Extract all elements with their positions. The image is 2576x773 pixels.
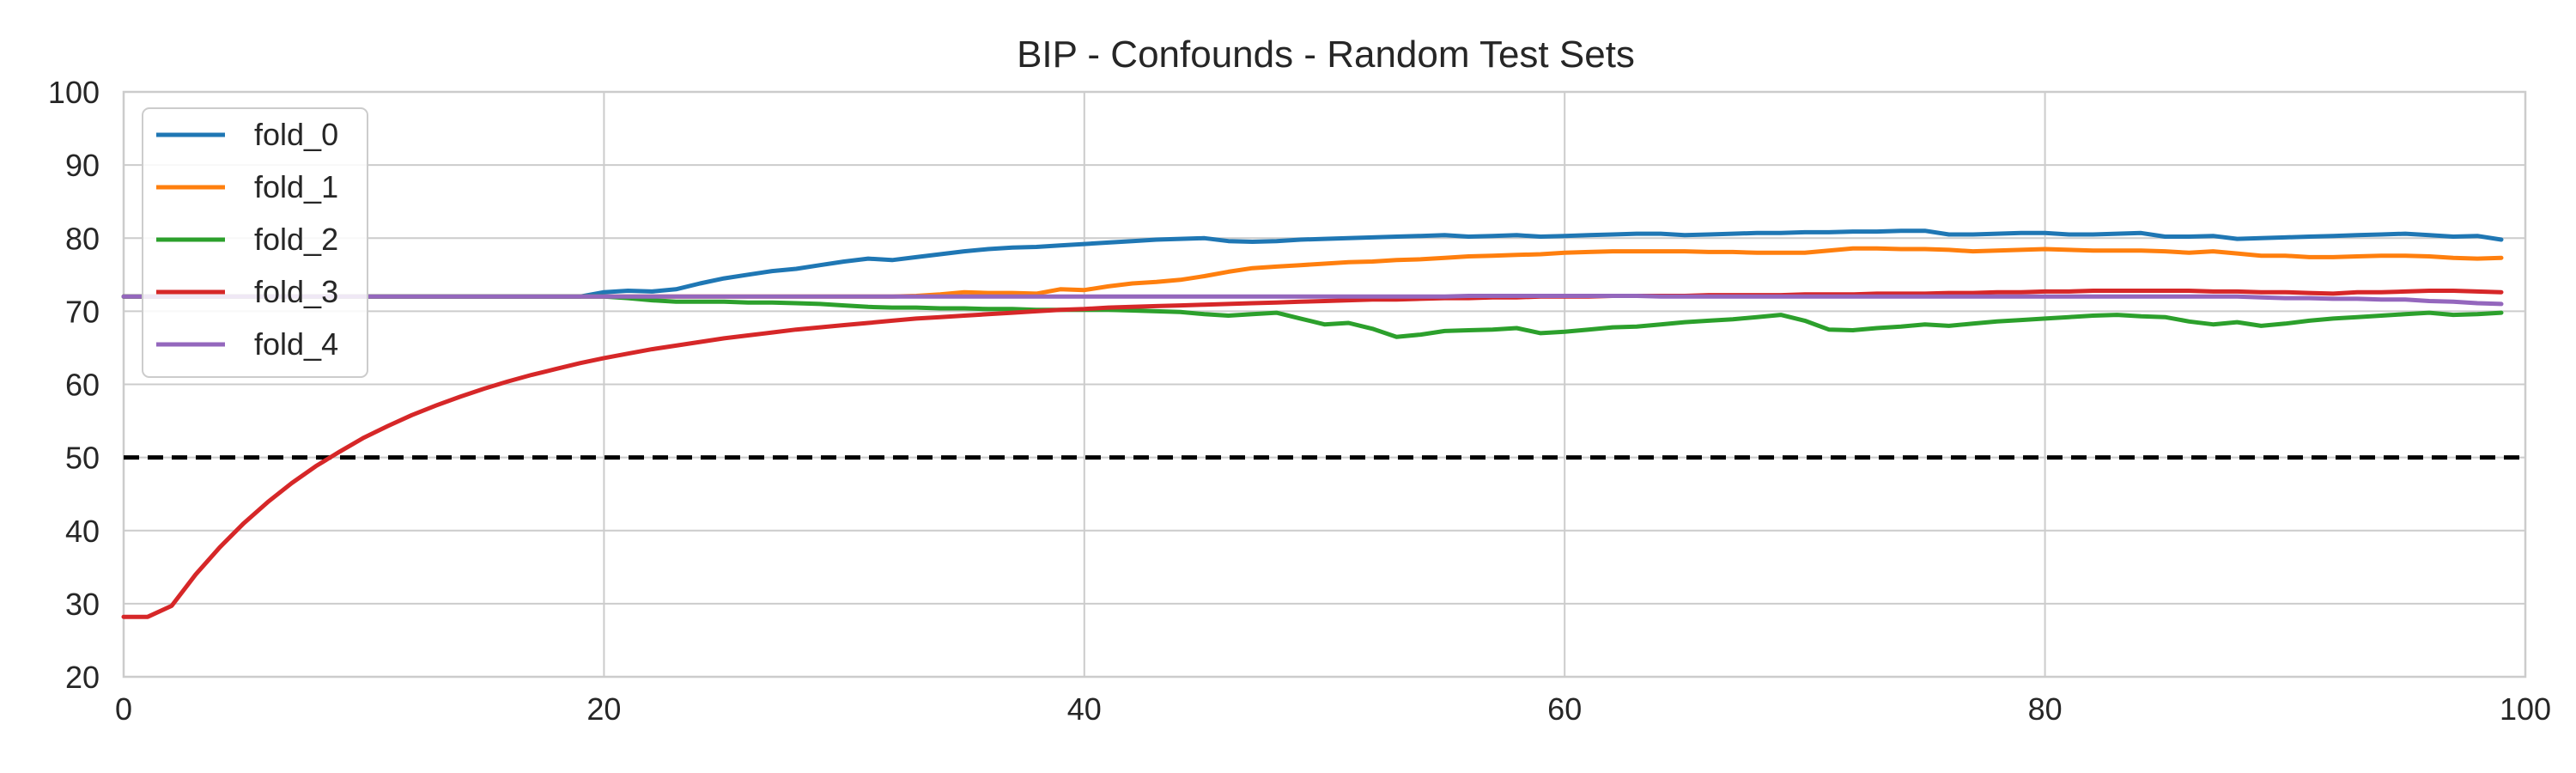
series-line-fold-3 bbox=[121, 289, 2504, 619]
chart-title: BIP - Confounds - Random Test Sets bbox=[1017, 33, 1635, 76]
plot-frame bbox=[122, 90, 2527, 679]
legend: fold_0 fold_1 fold_2 fold_3 fold_4 bbox=[142, 107, 368, 378]
x-tick-label: 100 bbox=[2500, 691, 2551, 727]
y-tick-label: 70 bbox=[65, 294, 100, 329]
legend-label-fold-0: fold_0 bbox=[254, 117, 338, 152]
y-tick-label: 100 bbox=[48, 75, 100, 110]
y-tick-label: 50 bbox=[65, 441, 100, 476]
series-line-fold-4 bbox=[121, 294, 2504, 307]
plot-area-border bbox=[122, 90, 2527, 679]
x-tick-label: 0 bbox=[115, 691, 132, 727]
x-tick-label: 80 bbox=[2028, 691, 2063, 727]
series-lines bbox=[121, 228, 2504, 619]
y-tick-label: 60 bbox=[65, 368, 100, 403]
y-tick-label: 30 bbox=[65, 587, 100, 622]
y-tick-label: 80 bbox=[65, 221, 100, 256]
tick-labels: 0 20 40 60 80 100 20 30 40 50 60 70 80 90 100 bbox=[48, 75, 2551, 727]
x-tick-label: 40 bbox=[1067, 691, 1102, 727]
y-tick-label: 40 bbox=[65, 514, 100, 549]
legend-label-fold-1: fold_1 bbox=[254, 169, 338, 204]
x-tick-label: 20 bbox=[586, 691, 621, 727]
y-tick-label: 20 bbox=[65, 660, 100, 695]
x-tick-label: 60 bbox=[1547, 691, 1582, 727]
y-tick-label: 90 bbox=[65, 148, 100, 183]
legend-label-fold-2: fold_2 bbox=[254, 222, 338, 257]
legend-box bbox=[142, 107, 368, 378]
legend-label-fold-4: fold_4 bbox=[254, 326, 338, 362]
legend-label-fold-3: fold_3 bbox=[254, 274, 338, 309]
